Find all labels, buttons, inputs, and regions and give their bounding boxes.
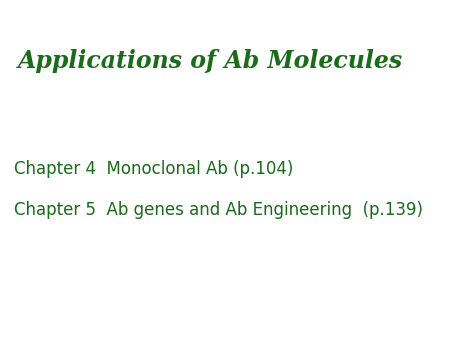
- Text: Chapter 5  Ab genes and Ab Engineering  (p.139): Chapter 5 Ab genes and Ab Engineering (p…: [14, 200, 423, 219]
- Text: Applications of Ab Molecules: Applications of Ab Molecules: [18, 49, 403, 73]
- Text: Chapter 4  Monoclonal Ab (p.104): Chapter 4 Monoclonal Ab (p.104): [14, 160, 293, 178]
